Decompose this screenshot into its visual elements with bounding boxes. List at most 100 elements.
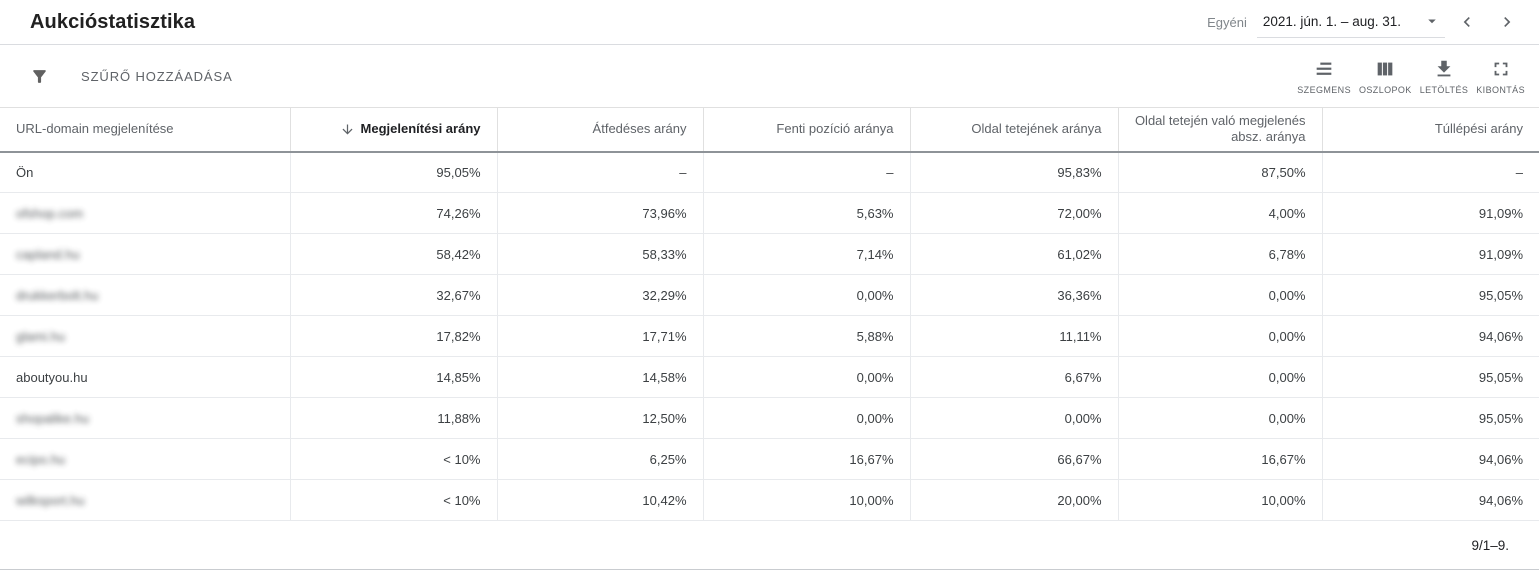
- table-footer: 9/1–9.: [0, 521, 1539, 570]
- column-header-position-above-rate[interactable]: Fenti pozíció aránya: [702, 107, 910, 153]
- column-header-label: Oldal tetején való megjelenés absz. arán…: [1134, 113, 1306, 145]
- column-header-domain[interactable]: URL-domain megjelenítése: [0, 107, 290, 153]
- value-cell: 17,82%: [289, 315, 497, 357]
- domain-cell: capland.hu: [0, 233, 290, 275]
- chevron-right-icon: [1497, 12, 1517, 32]
- value-cell: 11,88%: [289, 397, 497, 439]
- date-range-value: 2021. jún. 1. – aug. 31.: [1262, 13, 1401, 29]
- segment-icon: [1313, 58, 1335, 80]
- value-cell: 0,00%: [702, 356, 910, 398]
- expand-icon: [1490, 58, 1512, 80]
- value-cell: 17,71%: [496, 315, 703, 357]
- value-cell: 95,05%: [1321, 397, 1539, 439]
- expand-label: KIBONTÁS: [1476, 84, 1525, 95]
- download-button[interactable]: LETÖLTÉS: [1416, 58, 1473, 95]
- value-cell: 58,42%: [289, 233, 497, 275]
- value-cell: 0,00%: [1117, 274, 1322, 316]
- column-header-abs-top-of-page-rate[interactable]: Oldal tetején való megjelenés absz. arán…: [1117, 107, 1322, 153]
- value-cell: 32,67%: [289, 274, 497, 316]
- value-cell: < 10%: [289, 479, 497, 521]
- value-cell: 14,85%: [289, 356, 497, 398]
- value-cell: 20,00%: [909, 479, 1118, 521]
- domain-label: aboutyou.hu: [16, 369, 88, 385]
- domain-cell: drukkerbolt.hu: [0, 274, 290, 316]
- date-preset-label: Egyéni: [1207, 14, 1247, 30]
- value-cell: < 10%: [289, 438, 497, 480]
- column-header-top-of-page-rate[interactable]: Oldal tetejének aránya: [909, 107, 1118, 153]
- value-cell: 12,50%: [496, 397, 703, 439]
- value-cell: 16,67%: [702, 438, 910, 480]
- value-cell: 95,83%: [909, 151, 1118, 193]
- expand-button[interactable]: KIBONTÁS: [1472, 58, 1529, 95]
- columns-button[interactable]: OSZLOPOK: [1355, 58, 1416, 95]
- value-cell: 66,67%: [909, 438, 1118, 480]
- domain-cell: ofshop.com: [0, 192, 290, 234]
- domain-cell: shopalike.hu: [0, 397, 290, 439]
- date-range-picker: Egyéni 2021. jún. 1. – aug. 31.: [1207, 4, 1525, 40]
- value-cell: 0,00%: [909, 397, 1118, 439]
- columns-label: OSZLOPOK: [1359, 84, 1412, 95]
- chevron-down-icon: [1423, 12, 1441, 30]
- domain-label: ecipo.hu: [16, 451, 66, 467]
- domain-label: glami.hu: [16, 328, 66, 344]
- segment-label: SZEGMENS: [1297, 84, 1351, 95]
- value-cell: 72,00%: [909, 192, 1118, 234]
- next-period-button[interactable]: [1489, 4, 1525, 40]
- toolbar: SZŰRŐ HOZZÁADÁSA SZEGMENS OSZLOPOK LETÖL…: [0, 45, 1539, 107]
- value-cell: 91,09%: [1321, 192, 1539, 234]
- column-header-label: Fenti pozíció aránya: [776, 121, 894, 137]
- download-label: LETÖLTÉS: [1419, 84, 1469, 95]
- page-title: Aukcióstatisztika: [30, 10, 196, 33]
- value-cell: 6,67%: [909, 356, 1118, 398]
- value-cell: 6,25%: [496, 438, 703, 480]
- value-cell: 5,88%: [702, 315, 910, 357]
- previous-period-button[interactable]: [1449, 4, 1485, 40]
- column-header-label: Megjelenítési arány: [360, 121, 481, 137]
- add-filter-button[interactable]: SZŰRŐ HOZZÁADÁSA: [30, 67, 233, 86]
- table-row: aboutyou.hu 14,85% 14,58% 0,00% 6,67% 0,00% 95…: [0, 356, 1539, 398]
- value-cell: 14,58%: [496, 356, 703, 398]
- value-cell: 11,11%: [909, 315, 1118, 357]
- value-cell: 0,00%: [1117, 397, 1322, 439]
- value-cell: 74,26%: [289, 192, 497, 234]
- table-body: Ön 95,05% – –95,83% 87,50% – ofshop.com 74,26% 7…: [0, 151, 1539, 521]
- value-cell: 95,05%: [1321, 356, 1539, 398]
- column-header-label: Oldal tetejének aránya: [971, 121, 1102, 137]
- value-cell: –: [702, 151, 910, 193]
- value-cell: –: [1321, 151, 1539, 193]
- value-cell: 32,29%: [496, 274, 703, 316]
- segment-button[interactable]: SZEGMENS: [1293, 58, 1355, 95]
- date-range-button[interactable]: 2021. jún. 1. – aug. 31.: [1256, 6, 1445, 38]
- auction-insights-table: URL-domain megjelenítése Megjelenítési a…: [0, 107, 1539, 521]
- value-cell: 94,06%: [1321, 315, 1539, 357]
- table-row: ofshop.com 74,26% 73,96% 5,63% 72,00% 4,00% 91…: [0, 192, 1539, 234]
- domain-cell: aboutyou.hu: [0, 356, 290, 398]
- value-cell: 7,14%: [702, 233, 910, 275]
- value-cell: 5,63%: [702, 192, 910, 234]
- value-cell: 16,67%: [1117, 438, 1322, 480]
- value-cell: 36,36%: [909, 274, 1118, 316]
- domain-label: ofshop.com: [16, 205, 84, 221]
- table-header: URL-domain megjelenítése Megjelenítési a…: [0, 107, 1539, 153]
- value-cell: 0,00%: [702, 274, 910, 316]
- pagination-label: 9/1–9.: [1471, 537, 1509, 553]
- domain-label: drukkerbolt.hu: [16, 287, 99, 303]
- column-header-impression-share[interactable]: Megjelenítési arány: [289, 107, 497, 153]
- column-header-outranking-share[interactable]: Túllépési arány: [1321, 107, 1539, 153]
- columns-icon: [1374, 58, 1396, 80]
- title-bar: Aukcióstatisztika Egyéni 2021. jún. 1. –…: [0, 0, 1539, 45]
- column-header-overlap-rate[interactable]: Átfedéses arány: [496, 107, 703, 153]
- domain-label: wilksport.hu: [16, 492, 85, 508]
- domain-label: shopalike.hu: [16, 410, 89, 426]
- value-cell: 10,00%: [702, 479, 910, 521]
- column-header-label: URL-domain megjelenítése: [16, 121, 174, 137]
- value-cell: 6,78%: [1117, 233, 1322, 275]
- filter-funnel-icon: [30, 67, 49, 86]
- domain-cell: wilksport.hu: [0, 479, 290, 521]
- chevron-left-icon: [1457, 12, 1477, 32]
- table-row: drukkerbolt.hu 32,67% 32,29% 0,00% 36,36% 0,0…: [0, 274, 1539, 316]
- table-actions: SZEGMENS OSZLOPOK LETÖLTÉS KIBONTÁS: [1293, 58, 1529, 95]
- value-cell: 0,00%: [1117, 356, 1322, 398]
- table-row: shopalike.hu 11,88% 12,50% 0,00% 0,00% 0,00% 9…: [0, 397, 1539, 439]
